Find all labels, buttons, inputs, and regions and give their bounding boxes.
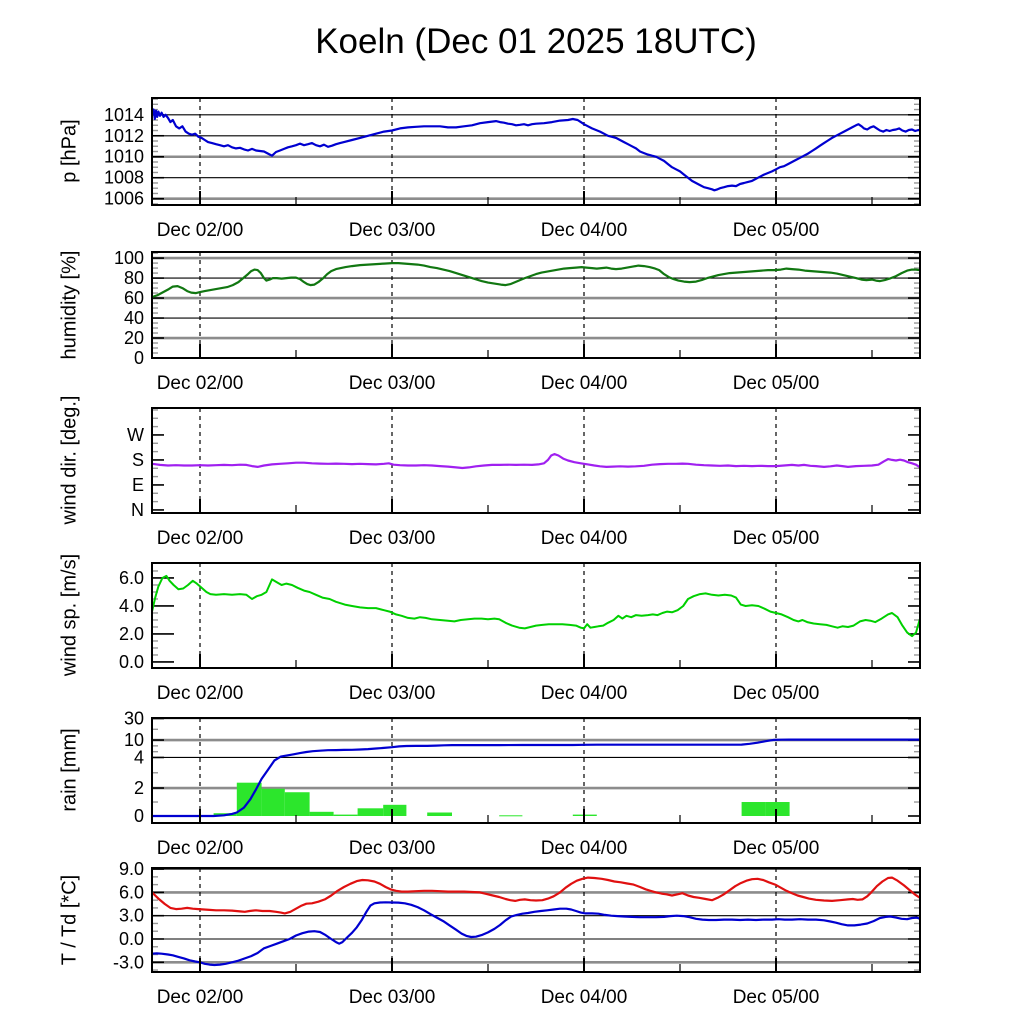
x-tick-label: Dec 02/00 [157, 220, 244, 241]
humidity-line [153, 262, 919, 298]
x-tick-label: Dec 04/00 [541, 838, 628, 859]
rain-bar [309, 811, 334, 816]
y-tick-label: E [132, 475, 144, 495]
rain-bar [499, 815, 523, 817]
x-tick-label: Dec 05/00 [733, 373, 820, 394]
x-tick-label: Dec 02/00 [157, 838, 244, 859]
y-tick-label: 0 [134, 348, 144, 368]
y-tick-label: 6.0 [119, 882, 144, 902]
y-tick-label: -3.0 [113, 952, 144, 972]
y-tick-label: 1006 [104, 189, 144, 209]
y-tick-label: 80 [124, 268, 144, 288]
y-tick-label: 0.0 [119, 652, 144, 672]
rain-bar [765, 802, 790, 816]
y-tick-label: 1008 [104, 168, 144, 188]
rain-bar [357, 808, 384, 816]
x-tick-label: Dec 04/00 [541, 373, 628, 394]
panel-frame [151, 562, 921, 669]
pressure-line [153, 108, 919, 192]
y-tick-label: 4.0 [119, 596, 144, 616]
x-tick-label: Dec 05/00 [733, 528, 820, 549]
chart-title: Koeln (Dec 01 2025 18UTC) [315, 22, 757, 61]
y-tick-label: 0.0 [119, 929, 144, 949]
panel-temperature-dewpoint: -3.0 0.0 3.0 6.0 9.0 Dec 02/00 Dec 03/00 Dec 04… [113, 859, 921, 1008]
y-tick-label: 2.0 [119, 624, 144, 644]
x-tick-label: Dec 03/00 [349, 220, 436, 241]
y-tick-label: 2 [134, 778, 144, 798]
y-tick-label: 1014 [104, 105, 144, 125]
y-tick-label: 60 [124, 288, 144, 308]
x-tick-label: Dec 03/00 [349, 683, 436, 704]
x-tick-label: Dec 03/00 [349, 373, 436, 394]
y-tick-label: 6.0 [119, 568, 144, 588]
y-tick-label: 10 [124, 730, 144, 750]
x-tick-label: Dec 02/00 [157, 528, 244, 549]
y-tick-label: W [127, 425, 144, 445]
x-tick-label: Dec 03/00 [349, 987, 436, 1008]
x-tick-label: Dec 04/00 [541, 220, 628, 241]
x-tick-label: Dec 02/00 [157, 373, 244, 394]
x-tick-label: Dec 04/00 [541, 528, 628, 549]
y-tick-label: 4 [134, 747, 144, 767]
x-tick-label: Dec 05/00 [733, 683, 820, 704]
y-tick-label: 40 [124, 308, 144, 328]
x-tick-label: Dec 04/00 [541, 683, 628, 704]
x-tick-label: Dec 05/00 [733, 987, 820, 1008]
y-tick-label: N [131, 500, 144, 520]
rain-bar [741, 802, 766, 816]
rain-bar [333, 814, 358, 816]
y-tick-label: 20 [124, 328, 144, 348]
x-tick-label: Dec 03/00 [349, 528, 436, 549]
x-tick-label: Dec 02/00 [157, 987, 244, 1008]
dewpoint-line [153, 901, 919, 967]
rain-bar [427, 812, 452, 816]
rain-bar [383, 804, 407, 816]
y-tick-label: 30 [124, 709, 144, 729]
y-tick-label: S [132, 450, 144, 470]
temperature-line [153, 876, 919, 915]
y-tick-label: 0 [134, 806, 144, 826]
x-tick-label: Dec 05/00 [733, 838, 820, 859]
wind-speed-line [153, 574, 919, 638]
x-tick-label: Dec 04/00 [541, 987, 628, 1008]
rain-accumulated-line [153, 738, 919, 818]
y-tick-label: 100 [114, 248, 144, 268]
panel-wind-speed: 0.0 2.0 4.0 6.0 Dec 02/00 Dec 03/00 Dec 04/00 D… [119, 562, 921, 704]
x-tick-label: Dec 03/00 [349, 838, 436, 859]
y-tick-label: 1010 [104, 147, 144, 167]
rain-bar [284, 792, 310, 816]
x-tick-label: Dec 05/00 [733, 220, 820, 241]
panel-frame [151, 251, 921, 359]
panel-frame [151, 97, 921, 206]
panel-frame [151, 717, 921, 824]
wind-direction-line [153, 453, 919, 470]
y-tick-label: 1012 [104, 126, 144, 146]
panel-frame [151, 867, 921, 973]
rain-bar [261, 788, 285, 816]
y-tick-label: 3.0 [119, 906, 144, 926]
x-tick-label: Dec 02/00 [157, 683, 244, 704]
panel-frame [151, 407, 921, 514]
y-tick-label: 9.0 [119, 859, 144, 879]
